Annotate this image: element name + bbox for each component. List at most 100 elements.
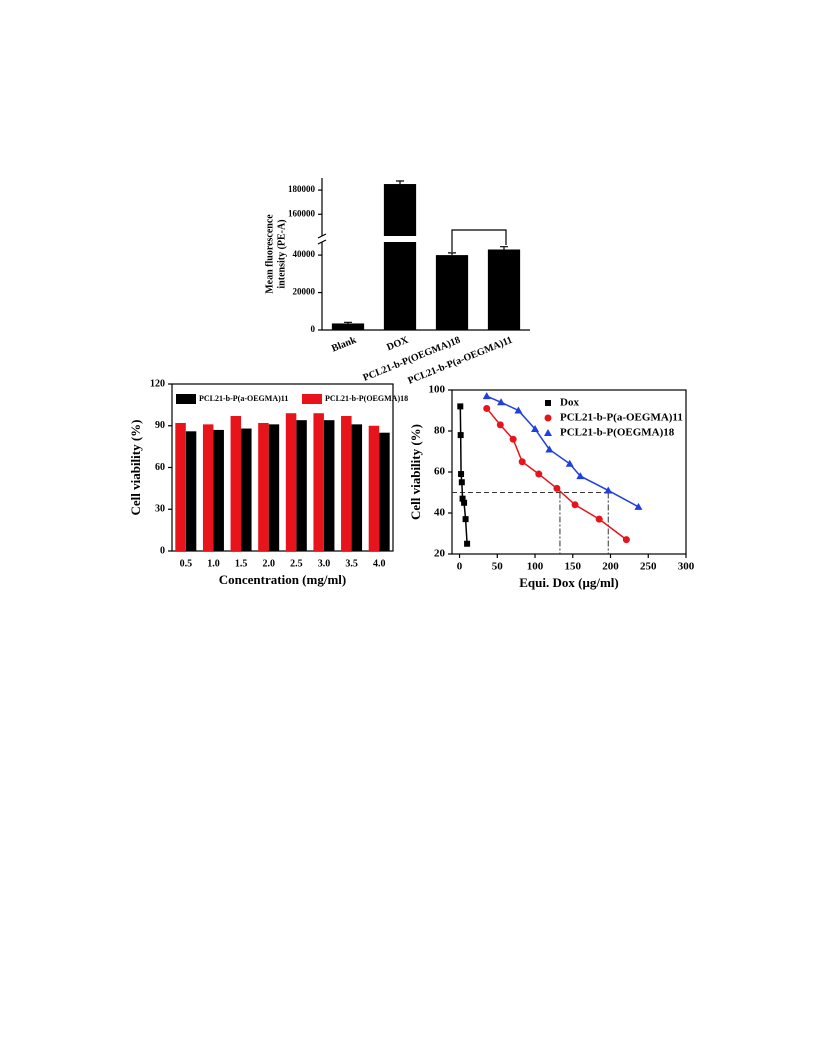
error-bar	[500, 246, 508, 250]
point	[604, 486, 613, 494]
point	[565, 459, 574, 467]
y-tick-label: 40	[434, 507, 446, 519]
bar	[323, 420, 335, 551]
legend-swatch	[176, 394, 196, 404]
legend-label: Dox	[560, 397, 579, 409]
bar	[368, 425, 380, 551]
point	[483, 404, 491, 412]
bar	[379, 432, 390, 551]
legend-marker	[544, 429, 552, 436]
x-tick-label: Blank	[330, 335, 358, 355]
bar	[435, 255, 469, 330]
y-tick-label: 100	[429, 384, 446, 396]
x-tick-label: 250	[640, 561, 657, 573]
bar	[487, 249, 521, 330]
bar	[313, 413, 324, 551]
significance-bracket	[451, 229, 507, 252]
y-tick-label: 90	[155, 420, 165, 431]
bar	[296, 420, 307, 551]
x-tick-label: 1.5	[235, 558, 248, 569]
y-tick-label: 30	[155, 504, 165, 515]
point	[482, 392, 491, 400]
x-axis-title: Concentration (mg/ml)	[219, 572, 346, 587]
point	[457, 403, 464, 410]
legend-label: PCL21-b-P(OEGMA)18	[325, 394, 408, 403]
error-bar	[448, 252, 456, 256]
y-axis-title: Cell viability (%)	[408, 424, 423, 520]
axis-break	[317, 239, 327, 245]
point	[571, 501, 579, 509]
x-tick-label: 4.0	[373, 558, 386, 569]
bar	[351, 424, 363, 551]
y-tick-label: 40000	[293, 249, 316, 259]
bar	[285, 413, 297, 551]
y-axis-title: intensity (PE-A)	[276, 219, 287, 288]
point	[595, 515, 603, 523]
point	[622, 536, 630, 544]
x-tick-label: 300	[678, 561, 695, 573]
point	[535, 470, 543, 478]
legend-label: PCL21-b-P(a-OEGMA)11	[199, 394, 288, 403]
legend-marker	[544, 414, 552, 422]
bar	[230, 416, 242, 551]
bar	[258, 422, 269, 551]
y-tick-label: 80	[434, 425, 446, 437]
point	[461, 499, 468, 506]
y-tick-label: 120	[150, 378, 165, 389]
point	[531, 424, 540, 432]
x-axis-title: Equi. Dox (μg/ml)	[519, 575, 618, 590]
point	[496, 421, 504, 429]
point	[576, 472, 585, 480]
point	[514, 406, 523, 414]
y-tick-label: 60	[155, 462, 165, 473]
x-tick-label: 50	[492, 561, 504, 573]
point	[458, 479, 465, 486]
legend-swatch	[302, 394, 322, 404]
legend-label: PCL21-b-P(a-OEGMA)11	[560, 412, 683, 424]
bar	[331, 323, 365, 330]
point	[634, 502, 643, 510]
x-tick-label: 2.5	[290, 558, 303, 569]
bar	[185, 431, 197, 551]
x-tick-label: 0	[457, 561, 463, 573]
x-tick-label: 3.0	[318, 558, 331, 569]
y-tick-label: 20000	[293, 287, 316, 297]
point	[553, 484, 561, 492]
bar	[241, 428, 252, 551]
y-tick-label: 60	[434, 466, 446, 478]
x-tick-label: DOX	[385, 334, 410, 353]
point	[497, 398, 506, 406]
bar-break-gap	[382, 236, 418, 242]
point	[458, 471, 465, 478]
bar	[202, 424, 214, 551]
x-tick-label: 3.5	[345, 558, 358, 569]
axis-break-gap	[318, 236, 326, 242]
point	[459, 495, 466, 502]
x-tick-label: 200	[602, 561, 619, 573]
bar	[383, 184, 417, 330]
y-tick-label: 0	[160, 545, 165, 556]
y-tick-label: 160000	[288, 208, 316, 218]
error-bar	[396, 180, 404, 185]
bar	[268, 424, 280, 551]
x-tick-label: 0.5	[180, 558, 193, 569]
y-axis-title: Mean fluorescence	[264, 214, 275, 294]
bar	[213, 429, 224, 551]
point	[518, 458, 526, 466]
axis-break	[317, 233, 327, 239]
error-bar	[344, 321, 352, 324]
y-tick-label: 20	[434, 548, 446, 560]
point	[462, 516, 469, 523]
y-tick-label: 180000	[288, 184, 316, 194]
x-tick-label: 1.0	[207, 558, 220, 569]
x-tick-label: 2.0	[262, 558, 275, 569]
y-axis-title: Cell viability (%)	[128, 419, 143, 515]
point	[545, 445, 554, 453]
x-tick-label: 100	[527, 561, 544, 573]
legend-label: PCL21-b-P(OEGMA)18	[560, 427, 675, 439]
point	[464, 540, 471, 547]
point	[509, 435, 517, 443]
